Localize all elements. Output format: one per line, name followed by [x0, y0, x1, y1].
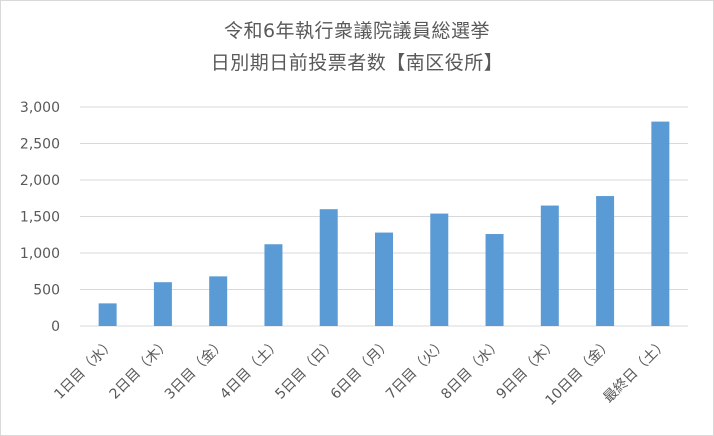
- y-tick-label: 2,500: [20, 137, 60, 153]
- y-tick-label: 1,000: [20, 246, 60, 262]
- bar: [375, 232, 393, 326]
- chart-title-line2: 日別期日前投票者数【南区役所】: [210, 52, 504, 74]
- y-tick-label: 0: [51, 319, 60, 335]
- bar: [153, 282, 172, 326]
- bar: [540, 205, 559, 326]
- y-tick-label: 2,000: [20, 173, 60, 189]
- bar: [209, 276, 228, 326]
- y-tick-label: 3,000: [20, 100, 60, 116]
- y-tick-label: 1,500: [20, 210, 60, 226]
- bar: [98, 303, 117, 326]
- bar: [651, 121, 670, 326]
- bar: [319, 209, 338, 326]
- bar: [264, 244, 283, 326]
- bar: [596, 196, 615, 326]
- chart-title-line1: 令和6年執行衆議院議員総選挙: [223, 20, 491, 42]
- bar: [430, 213, 449, 326]
- y-tick-label: 500: [33, 283, 60, 299]
- bar: [485, 234, 504, 326]
